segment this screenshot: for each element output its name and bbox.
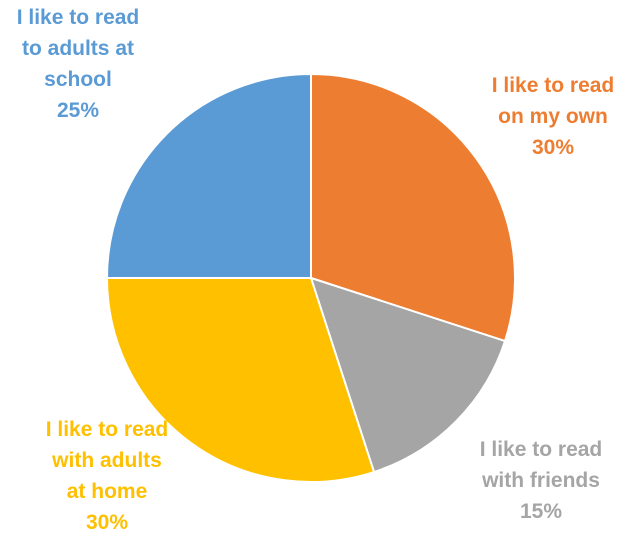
pie-slices (106, 73, 516, 483)
pie-slice-1 (310, 277, 507, 474)
label-line: with adults (52, 449, 162, 472)
label-line: with friends (482, 469, 600, 492)
label-line: at home (66, 480, 148, 503)
label-line: to adults at (21, 37, 134, 60)
label-percent: 30% (85, 511, 129, 534)
label-read-to-adults-at-school: I like to read to adults at school 25% (0, 2, 156, 126)
label-read-on-my-own: I like to read on my own 30% (478, 70, 628, 163)
label-line: school (44, 68, 112, 91)
pie-slice-3 (106, 73, 312, 279)
label-percent: 25% (56, 99, 100, 122)
label-line: I like to read (491, 74, 615, 97)
pie-slice-2 (106, 277, 376, 483)
label-percent: 30% (531, 136, 575, 159)
label-read-with-adults-at-home: I like to read with adults at home 30% (30, 414, 184, 538)
label-read-with-friends: I like to read with friends 15% (462, 434, 620, 527)
label-percent: 15% (519, 500, 563, 523)
pie-slice-0 (310, 73, 516, 343)
label-line: I like to read (16, 6, 140, 29)
label-line: I like to read (479, 438, 603, 461)
label-line: I like to read (45, 418, 169, 441)
label-line: on my own (498, 105, 608, 128)
